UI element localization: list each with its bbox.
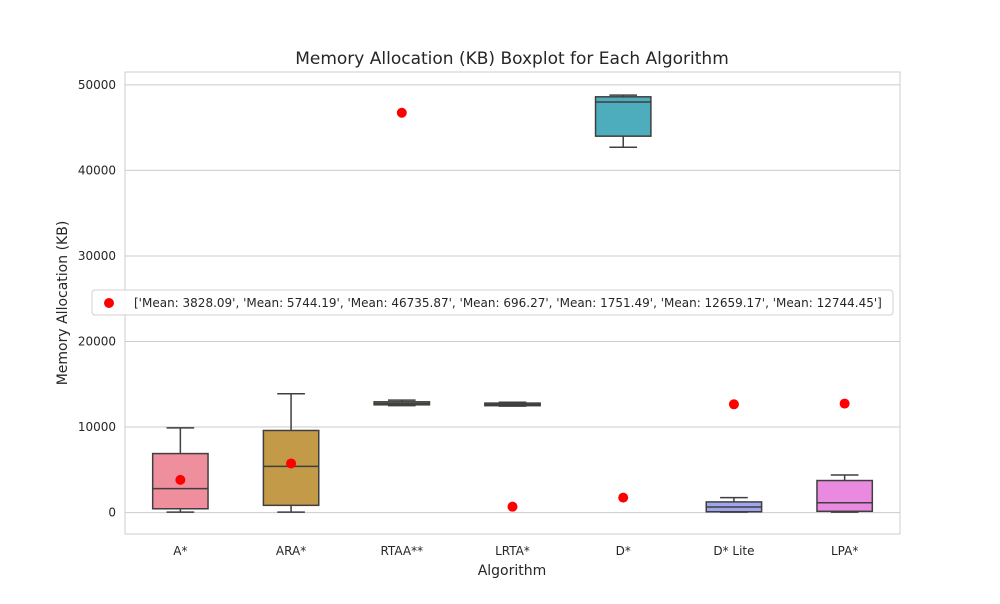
x-axis-title: Algorithm: [478, 563, 547, 579]
box-A*: [151, 427, 209, 513]
mean-point: [286, 458, 297, 469]
y-tick-label: 30000: [78, 249, 116, 263]
x-tick-label: A*: [173, 544, 187, 558]
legend-label-mean: ['Mean: 3828.09', 'Mean: 5744.19', 'Mean…: [134, 296, 882, 310]
x-tick-label: D* Lite: [713, 544, 754, 558]
mean-point: [396, 107, 407, 118]
y-axis-title: Memory Allocation (KB): [55, 221, 71, 386]
x-tick-label: LRTA*: [495, 544, 530, 558]
box-ARA*: [262, 392, 320, 513]
mean-point: [175, 474, 186, 485]
legend-box: [91, 289, 894, 316]
box-D*: [594, 94, 652, 149]
box-D* Lite: [705, 496, 763, 513]
chart-title: Memory Allocation (KB) Boxplot for Each …: [295, 49, 729, 69]
mean-point: [728, 399, 739, 410]
mean-point: [839, 398, 850, 409]
y-tick-label: 10000: [78, 420, 116, 434]
x-tick-label: LPA*: [831, 544, 858, 558]
x-tick-label: D*: [616, 544, 631, 558]
box-LPA*: [816, 474, 874, 513]
y-tick-label: 50000: [78, 78, 116, 92]
x-tick-label: RTAA**: [380, 544, 423, 558]
box-body: [594, 96, 652, 137]
mean-points: [175, 107, 850, 512]
box-RTAA**: [373, 399, 431, 407]
grid-lines: [125, 84, 900, 514]
x-axis-ticks: A* ARA* RTAA** LRTA* D* D* Lite LPA*: [173, 544, 858, 558]
x-tick-label: ARA*: [276, 544, 306, 558]
y-tick-label: 20000: [78, 335, 116, 349]
y-tick-label: 0: [108, 506, 116, 520]
legend: ['Mean: 3828.09', 'Mean: 5744.19', 'Mean…: [91, 289, 894, 316]
box-LRTA*: [484, 401, 541, 407]
mean-point: [618, 492, 629, 503]
legend-marker-mean: [104, 298, 114, 308]
box-series: [151, 94, 874, 513]
mean-point: [507, 501, 518, 512]
y-tick-label: 40000: [78, 163, 116, 177]
y-axis-ticks: 0 10000 20000 30000 40000 50000: [78, 78, 116, 520]
box-body: [816, 479, 874, 513]
